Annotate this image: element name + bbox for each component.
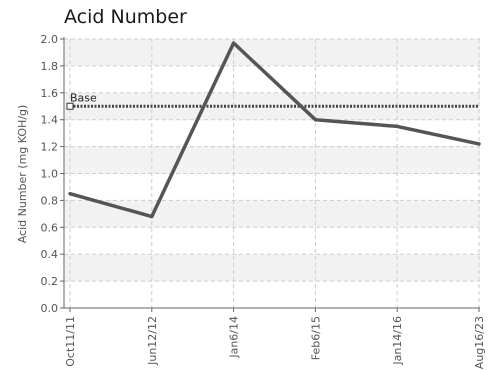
y-tick-label: 1.6 — [41, 87, 59, 100]
x-tick-label: Jan6/14 — [228, 316, 241, 359]
x-tick-label: Jun12/12 — [146, 316, 159, 366]
y-tick-label: 1.8 — [41, 60, 59, 73]
y-tick-labels: 0.0 0.2 0.4 0.6 0.8 1.0 1.2 1.4 1.6 1.8 2.0 — [41, 33, 59, 315]
grid-band — [64, 200, 480, 228]
data-point — [313, 118, 317, 122]
y-tick-label: 1.2 — [41, 141, 59, 154]
grid-band — [64, 146, 480, 174]
grid-band — [64, 39, 480, 66]
x-tick-label: Jan14/16 — [391, 316, 404, 366]
baseline-marker — [66, 102, 74, 110]
baseline-series: Base — [66, 91, 479, 110]
y-tick-label: 0.2 — [41, 275, 59, 288]
data-point — [232, 41, 236, 45]
y-tick-label: 1.4 — [41, 114, 59, 127]
x-tick-label: Feb6/15 — [309, 316, 322, 360]
data-point — [395, 124, 399, 128]
y-tick-label: 0.4 — [41, 248, 59, 261]
data-series — [68, 41, 481, 219]
data-point — [150, 215, 154, 219]
y-tick-label: 0.6 — [41, 221, 59, 234]
x-tick-label: Aug16/23 — [473, 316, 486, 369]
data-point — [68, 192, 72, 196]
x-tick-labels: Oct11/11 Jun12/12 Jan6/14 Feb6/15 Jan14/16 Au… — [64, 316, 486, 369]
x-tick-label: Oct11/11 — [64, 316, 77, 367]
background-bands — [64, 39, 480, 282]
y-tick-label: 1.0 — [41, 168, 59, 181]
y-axis-label: Acid Number (mg KOH/g) — [16, 105, 29, 244]
series-line — [68, 41, 481, 219]
grid-lines — [64, 38, 480, 309]
axes — [60, 37, 480, 312]
y-tick-label: 0.8 — [41, 194, 59, 207]
y-tick-label: 0.0 — [41, 302, 59, 315]
data-point — [477, 142, 481, 146]
chart-title: Acid Number — [64, 6, 187, 28]
baseline-label: Base — [70, 91, 97, 104]
y-tick-label: 2.0 — [41, 33, 59, 46]
grid-band — [64, 254, 480, 282]
